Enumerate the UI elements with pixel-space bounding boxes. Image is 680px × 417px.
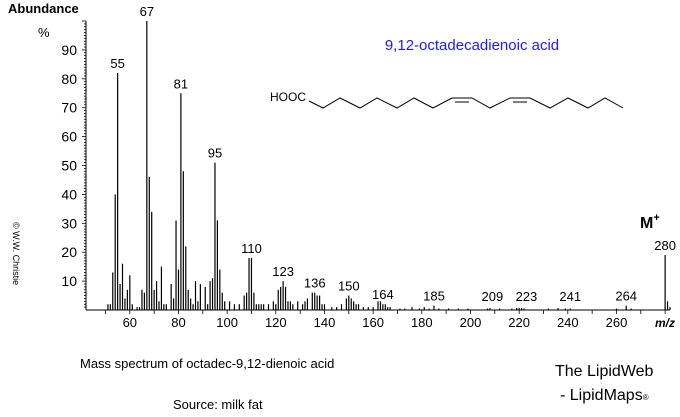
peak-label-95: 95 (208, 146, 222, 161)
x-tick-label: 200 (460, 315, 482, 330)
chemical-structure (308, 97, 624, 109)
structure-hooc-label: HOOC (270, 90, 306, 104)
x-tick-label: 140 (314, 315, 336, 330)
x-tick-label: 120 (265, 315, 287, 330)
peak-label-55: 55 (110, 56, 124, 71)
peak-label-209: 209 (482, 289, 504, 304)
peak-label-164: 164 (372, 287, 394, 302)
y-tick-label: 80 (61, 71, 77, 87)
peak-label-67: 67 (140, 4, 154, 19)
y-axis-title: Abundance (8, 1, 79, 16)
y-tick-label: 30 (61, 215, 77, 231)
source-note: Source: milk fat (173, 397, 263, 412)
peak-label-280: 280 (654, 238, 676, 253)
x-axis-title: m/z (655, 316, 675, 330)
molecular-ion-label: M+ (640, 212, 660, 232)
y-tick-label: 90 (61, 42, 77, 58)
x-tick-label: 60 (123, 315, 137, 330)
y-tick-label: 20 (61, 244, 77, 260)
peak-label-136: 136 (304, 276, 326, 291)
chart-title: 9,12-octadecadienoic acid (385, 37, 559, 54)
peak-label-150: 150 (338, 279, 360, 294)
x-tick-label: 220 (508, 315, 530, 330)
y-tick-label: 10 (61, 273, 77, 289)
brand-lipidmaps-text: - LipidMaps (560, 387, 643, 404)
registered-mark: ® (642, 393, 649, 402)
y-tick-label: 40 (61, 186, 77, 202)
peak-label-241: 241 (559, 289, 581, 304)
brand-lipidweb: The LipidWeb (555, 363, 654, 380)
peak-label-264: 264 (615, 289, 637, 304)
y-axis-unit: % (38, 25, 50, 40)
x-tick-label: 240 (557, 315, 579, 330)
x-tick-label: 100 (216, 315, 238, 330)
x-tick-label: 160 (362, 315, 384, 330)
peak-label-223: 223 (516, 289, 538, 304)
copyright-notice: © W.W. Christie (11, 222, 21, 285)
figure-caption: Mass spectrum of octadec-9,12-dienoic ac… (80, 356, 335, 371)
peak-label-81: 81 (174, 76, 188, 91)
brand-lipidmaps: - LipidMaps® (560, 387, 649, 405)
x-tick-label: 180 (411, 315, 433, 330)
y-tick-label: 70 (61, 100, 77, 116)
x-tick-label: 80 (171, 315, 185, 330)
peak-label-185: 185 (423, 289, 445, 304)
x-tick-label: 260 (606, 315, 628, 330)
structure-chain (308, 97, 624, 109)
peak-label-123: 123 (272, 264, 294, 279)
y-tick-label: 50 (61, 158, 77, 174)
peak-label-110: 110 (241, 241, 262, 256)
y-tick-label: 60 (61, 129, 77, 145)
